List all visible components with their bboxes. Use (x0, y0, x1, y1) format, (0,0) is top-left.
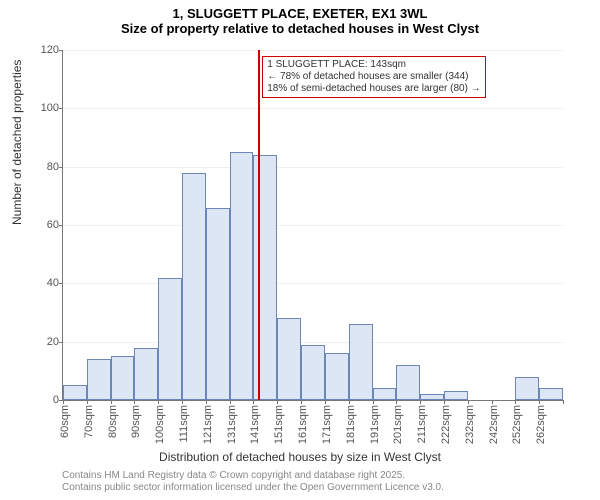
y-tick-label: 80 (29, 161, 59, 173)
y-axis-label: Number of detached properties (10, 60, 24, 225)
x-tick-label: 181sqm (345, 405, 357, 444)
histogram-bar (396, 365, 420, 400)
x-tick-mark (301, 400, 302, 404)
x-tick-mark (373, 400, 374, 404)
x-tick-mark (396, 400, 397, 404)
y-tick-mark (59, 50, 63, 51)
histogram-bar (373, 388, 397, 400)
page-title-line2: Size of property relative to detached ho… (0, 21, 600, 36)
x-tick-mark (206, 400, 207, 404)
x-tick-mark (468, 400, 469, 404)
x-tick-mark (420, 400, 421, 404)
y-tick-mark (59, 108, 63, 109)
histogram-bar (230, 152, 254, 400)
x-tick-mark (87, 400, 88, 404)
x-tick-label: 151sqm (273, 405, 285, 444)
x-tick-mark (563, 400, 564, 404)
x-tick-mark (277, 400, 278, 404)
footer-attribution: Contains HM Land Registry data © Crown c… (62, 470, 444, 494)
histogram-bar (63, 385, 87, 400)
gridline (63, 50, 563, 51)
x-tick-label: 222sqm (440, 405, 452, 444)
y-tick-mark (59, 342, 63, 343)
histogram-bar (301, 345, 325, 400)
histogram-bar (111, 356, 135, 400)
plot-surface: 02040608010012060sqm70sqm80sqm90sqm100sq… (62, 50, 563, 401)
x-tick-label: 60sqm (59, 405, 71, 438)
x-tick-label: 70sqm (83, 405, 95, 438)
gridline (63, 283, 563, 284)
histogram-bar (420, 394, 444, 400)
annotation-line: 18% of semi-detached houses are larger (… (267, 83, 480, 95)
y-tick-label: 120 (29, 44, 59, 56)
y-tick-mark (59, 283, 63, 284)
y-tick-mark (59, 225, 63, 226)
x-tick-label: 131sqm (226, 405, 238, 444)
y-tick-label: 40 (29, 277, 59, 289)
gridline (63, 225, 563, 226)
x-tick-mark (492, 400, 493, 404)
gridline (63, 342, 563, 343)
x-tick-label: 201sqm (392, 405, 404, 444)
histogram-bar (349, 324, 373, 400)
x-tick-label: 161sqm (297, 405, 309, 444)
x-tick-label: 252sqm (511, 405, 523, 444)
x-tick-mark (158, 400, 159, 404)
y-tick-label: 0 (29, 394, 59, 406)
y-tick-mark (59, 167, 63, 168)
x-tick-mark (111, 400, 112, 404)
x-tick-mark (230, 400, 231, 404)
histogram-bar (206, 208, 230, 401)
x-tick-label: 232sqm (464, 405, 476, 444)
x-tick-label: 262sqm (535, 405, 547, 444)
x-tick-mark (539, 400, 540, 404)
y-tick-label: 100 (29, 102, 59, 114)
x-tick-label: 90sqm (130, 405, 142, 438)
histogram-bar (134, 348, 158, 401)
x-tick-mark (349, 400, 350, 404)
histogram-bar (87, 359, 111, 400)
x-tick-label: 100sqm (154, 405, 166, 444)
footer-line1: Contains HM Land Registry data © Crown c… (62, 470, 444, 482)
gridline (63, 167, 563, 168)
x-tick-mark (515, 400, 516, 404)
y-tick-label: 20 (29, 336, 59, 348)
x-tick-label: 211sqm (416, 405, 428, 443)
page-title-line1: 1, SLUGGETT PLACE, EXETER, EX1 3WL (0, 6, 600, 21)
x-tick-mark (253, 400, 254, 404)
histogram-bar (515, 377, 539, 400)
x-tick-label: 242sqm (488, 405, 500, 444)
x-tick-mark (63, 400, 64, 404)
reference-marker-line (258, 50, 260, 400)
histogram-bar (182, 173, 206, 401)
x-tick-mark (444, 400, 445, 404)
annotation-line: 1 SLUGGETT PLACE: 143sqm (267, 59, 480, 71)
histogram-bar (539, 388, 563, 400)
marker-annotation: 1 SLUGGETT PLACE: 143sqm← 78% of detache… (262, 56, 485, 98)
footer-line2: Contains public sector information licen… (62, 482, 444, 494)
x-axis-label: Distribution of detached houses by size … (0, 450, 600, 464)
histogram-bar (253, 155, 277, 400)
histogram-bar (277, 318, 301, 400)
x-tick-label: 121sqm (202, 405, 214, 444)
x-tick-mark (182, 400, 183, 404)
y-tick-label: 60 (29, 219, 59, 231)
histogram-bar (158, 278, 182, 401)
histogram-bar (444, 391, 468, 400)
x-tick-label: 111sqm (178, 405, 190, 443)
x-tick-label: 80sqm (107, 405, 119, 438)
x-tick-mark (134, 400, 135, 404)
gridline (63, 108, 563, 109)
x-tick-label: 141sqm (249, 405, 261, 444)
chart-plot-area: 02040608010012060sqm70sqm80sqm90sqm100sq… (62, 50, 562, 400)
x-tick-label: 191sqm (369, 405, 381, 444)
x-tick-mark (325, 400, 326, 404)
histogram-bar (325, 353, 349, 400)
annotation-line: ← 78% of detached houses are smaller (34… (267, 71, 480, 83)
x-tick-label: 171sqm (321, 405, 333, 444)
